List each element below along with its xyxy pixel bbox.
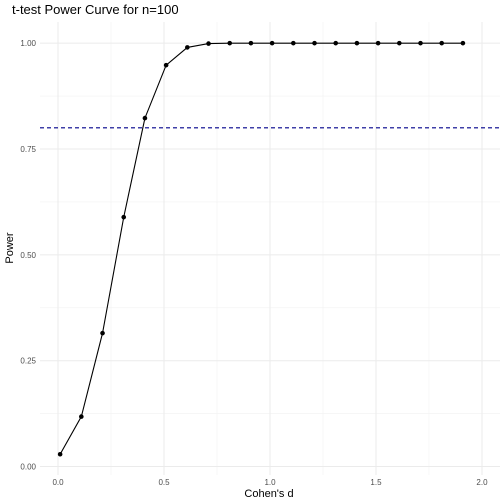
data-point [79,414,84,419]
data-point [439,40,445,46]
y-tick-label: 1.00 [20,39,36,48]
data-point [57,451,63,457]
y-tick-label: 0.75 [20,145,36,154]
x-tick-label: 0.0 [52,478,64,487]
chart-title: t-test Power Curve for n=100 [12,2,179,17]
data-point [333,40,339,46]
data-point [206,41,211,46]
data-point [397,40,402,46]
data-point [100,330,105,336]
x-axis-label: Cohen's d [244,488,293,500]
y-tick-labels: 0.00 0.25 0.50 0.75 1.00 [20,39,36,471]
data-point [375,40,381,46]
y-tick-label: 0.50 [20,251,36,260]
data-point [418,40,423,46]
x-tick-labels: 0.0 0.5 1.0 1.5 2.0 [52,478,488,487]
x-tick-label: 2.0 [476,478,488,487]
data-point [121,214,127,220]
x-tick-label: 0.5 [158,478,170,487]
y-tick-label: 0.00 [20,463,36,472]
data-point [312,40,317,46]
data-point [460,40,466,46]
x-tick-label: 1.5 [370,478,382,487]
data-point [142,115,148,121]
data-point [354,40,360,46]
data-point [248,40,254,46]
major-gridlines [40,22,500,475]
data-point [291,40,296,46]
data-point [269,40,275,46]
data-point [163,62,169,68]
data-point [227,40,233,46]
series-layer [57,40,466,457]
y-axis-label: Power [4,232,16,264]
data-point [185,45,190,50]
y-tick-label: 0.25 [20,357,36,366]
series-line [59,42,463,455]
x-tick-label: 1.0 [264,478,276,487]
